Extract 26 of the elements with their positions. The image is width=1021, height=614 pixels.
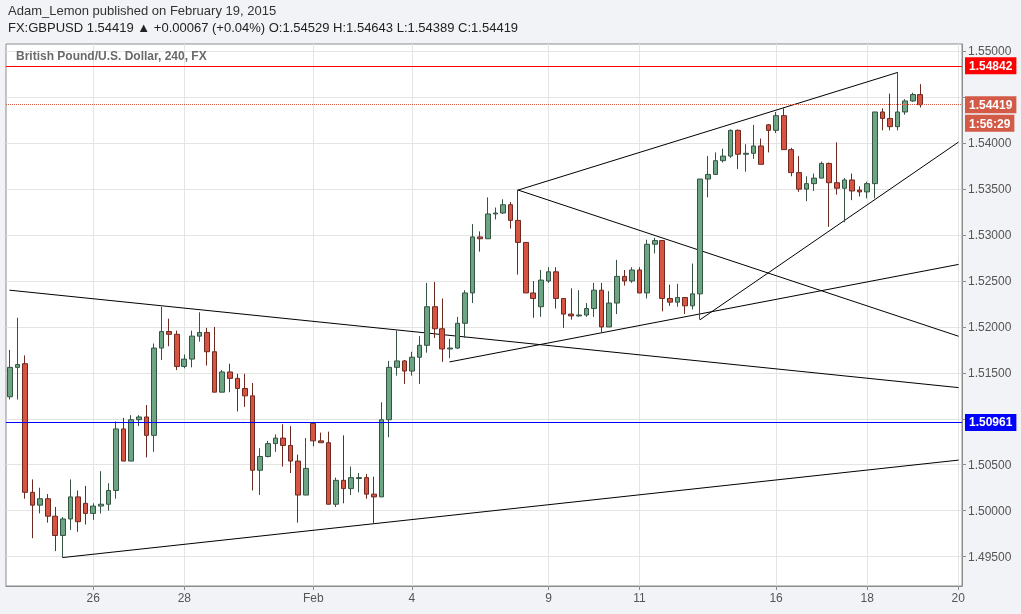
y-tick-label: 1.52500 [968, 274, 1012, 289]
text: Adam_Lemon published on February 19, 2015 [8, 3, 277, 18]
ref-line-label: 1.54842 [969, 58, 1013, 73]
x-tick-label: 18 [860, 591, 875, 605]
x-tick-label: Feb [302, 591, 324, 605]
x-tick-label: 11 [633, 591, 647, 605]
y-tick-label: 1.54000 [968, 136, 1012, 151]
x-tick-label: 26 [86, 591, 101, 605]
x-tick-label: 4 [408, 591, 416, 605]
text: 1:56:29 [969, 116, 1011, 131]
ref-line-label: 1.54419 [969, 97, 1013, 112]
y-tick-label: 1.49500 [968, 549, 1012, 564]
y-tick-label: 1.50000 [968, 503, 1012, 518]
y-tick-label: 1.53500 [968, 182, 1012, 197]
x-tick-label: 9 [545, 591, 553, 605]
chart-subtitle: British Pound/U.S. Dollar, 240, FX [16, 49, 207, 63]
y-tick-label: 1.53000 [968, 228, 1012, 243]
x-tick-label: 20 [951, 591, 966, 605]
x-tick-label: 16 [769, 591, 784, 605]
y-tick-label: 1.52000 [968, 319, 1012, 334]
y-tick-label: 1.55000 [968, 44, 1012, 59]
chart-title: FX:GBPUSD 1.54419 ▲ +0.00067 (+0.04%) O:1.54529 H:1.54643 L:1.54389 C:1.54419 [8, 20, 519, 35]
ref-line-label: 1.50961 [969, 415, 1013, 430]
y-tick-label: 1.50500 [968, 457, 1012, 472]
y-tick-label: 1.51500 [968, 365, 1012, 380]
x-tick-label: 28 [177, 591, 192, 605]
